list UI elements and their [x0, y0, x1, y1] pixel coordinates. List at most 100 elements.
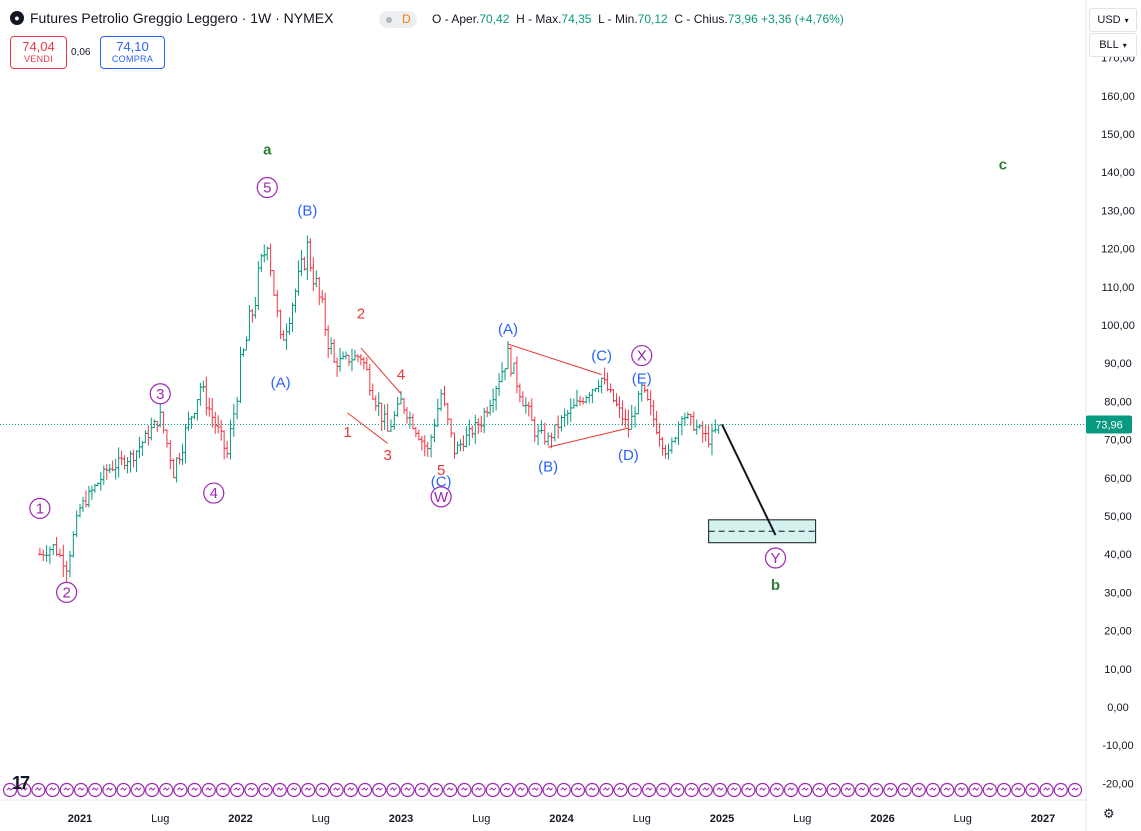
event-marker-icon [769, 782, 784, 798]
event-glyph-icon [148, 787, 156, 791]
event-glyph-icon [106, 787, 113, 791]
time-tick-label: Lug [472, 813, 490, 825]
price-tick-label: 70,00 [1104, 435, 1132, 447]
event-marker-icon [1025, 782, 1040, 798]
event-marker-icon [215, 782, 231, 798]
gear-icon[interactable]: ⚙ [1103, 806, 1115, 821]
event-marker-icon [925, 782, 941, 798]
price-tick-label: 10,00 [1104, 664, 1132, 676]
wave-label: Y [770, 550, 780, 567]
wave-label: W [434, 489, 449, 506]
price-tick-label: -20,00 [1102, 778, 1133, 790]
buy-button[interactable]: 74,10 COMPRA [100, 36, 165, 69]
event-glyph-icon [844, 787, 852, 791]
event-glyph-icon [631, 787, 639, 791]
currency-selector[interactable]: USD ▾ [1089, 8, 1137, 32]
event-glyph-icon [730, 787, 738, 791]
price-tick-label: 50,00 [1104, 511, 1132, 523]
event-marker-icon [514, 782, 529, 798]
event-glyph-icon [1057, 787, 1065, 791]
price-tick-label: 110,00 [1102, 282, 1135, 294]
event-marker-icon [187, 782, 202, 798]
event-marker-icon [499, 782, 515, 798]
sell-button[interactable]: 74,04 VENDI [10, 36, 67, 69]
wave-label: 5 [437, 462, 445, 479]
event-marker-icon [457, 782, 472, 798]
event-marker-icon [343, 782, 358, 798]
oil-drop-icon: ● [10, 11, 24, 25]
event-marker-icon [258, 782, 273, 798]
price-tick-label: 150,00 [1101, 129, 1135, 141]
wave-label: 4 [210, 485, 218, 502]
wave-label: b [771, 577, 780, 594]
event-marker-icon [17, 782, 32, 798]
time-tick-label: 2026 [870, 813, 894, 825]
event-glyph-icon [290, 787, 298, 791]
event-glyph-icon [773, 787, 781, 791]
time-tick-label: Lug [793, 813, 811, 825]
spread-value: 0,06 [71, 47, 91, 58]
event-glyph-icon [674, 787, 681, 791]
event-glyph-icon [816, 787, 823, 791]
event-marker-icon [670, 782, 685, 798]
wave-label: (D) [618, 447, 639, 464]
event-glyph-icon [801, 787, 809, 791]
time-tick-label: 2025 [710, 813, 734, 825]
event-marker-icon [599, 782, 614, 798]
unit-selector[interactable]: BLL ▾ [1089, 33, 1137, 57]
event-glyph-icon [759, 787, 766, 791]
price-tick-label: 140,00 [1101, 167, 1135, 179]
drawings-layer: 73,96 1 2 3 4 5 W X Y (A) (B) (C) (A) (B) (C) (D) (E) 1 2 3… [0, 141, 1132, 604]
wave-label: 3 [156, 386, 164, 403]
event-glyph-icon [532, 787, 539, 791]
event-glyph-icon [901, 787, 908, 791]
price-tick-label: 0,00 [1107, 702, 1128, 714]
event-marker-icon [940, 782, 955, 798]
event-marker-icon [869, 782, 884, 798]
event-glyph-icon [517, 787, 525, 791]
event-glyph-icon [702, 787, 710, 791]
wave-label-circle [631, 344, 653, 367]
price-tick-label: 40,00 [1104, 549, 1132, 561]
price-axis[interactable]: -20,00 -10,00 0,00 10,00 20,00 30,00 40,00 50,0… [1085, 0, 1135, 831]
event-marker-icon [712, 782, 728, 798]
event-glyph-icon [603, 787, 610, 791]
wave-label: X [637, 348, 647, 365]
event-marker-icon [73, 782, 89, 798]
wave-label: 4 [397, 367, 405, 384]
event-glyph-icon [887, 787, 894, 791]
event-glyph-icon [219, 787, 227, 791]
time-tick-label: 2024 [549, 813, 574, 825]
event-glyph-icon [475, 787, 482, 791]
event-marker-icon [1053, 782, 1068, 798]
wave-label: 2 [357, 306, 365, 323]
event-marker-icon [31, 782, 46, 798]
event-glyph-icon [205, 787, 213, 791]
time-axis[interactable]: 2021 Lug 2022 Lug 2023 Lug 2024 Lug 2025 Lug 2026 L… [0, 799, 1086, 825]
event-marker-icon [1011, 782, 1026, 798]
event-marker-icon [173, 782, 188, 798]
event-glyph-icon [20, 787, 28, 791]
time-tick-label: Lug [633, 813, 651, 825]
wave-label: 1 [36, 500, 44, 517]
event-marker-icon [372, 782, 387, 798]
ohlc-legend: O - Aper.70,42 H - Max.74,35 L - Min.70,… [432, 12, 844, 26]
time-tick-label: Lug [954, 813, 972, 825]
event-glyph-icon [716, 787, 724, 791]
event-glyph-icon [191, 787, 198, 791]
event-marker-icon [570, 782, 586, 798]
event-marker-icon [443, 782, 458, 798]
price-tick-label: 80,00 [1104, 396, 1132, 408]
time-tick-label: 2027 [1031, 813, 1055, 825]
wave-label: 1 [343, 424, 351, 441]
tradingview-logo-icon[interactable]: 17 [12, 773, 30, 793]
event-glyph-icon [375, 787, 383, 791]
event-marker-icon [542, 782, 557, 798]
time-tick-label: 2023 [389, 813, 413, 825]
event-marker-icon [613, 782, 628, 798]
time-tick-label: Lug [151, 813, 169, 825]
event-marker-icon [783, 782, 799, 798]
market-status-pill[interactable]: D [379, 11, 417, 28]
symbol-title[interactable]: Futures Petrolio Greggio Leggero · 1W · … [30, 10, 334, 26]
